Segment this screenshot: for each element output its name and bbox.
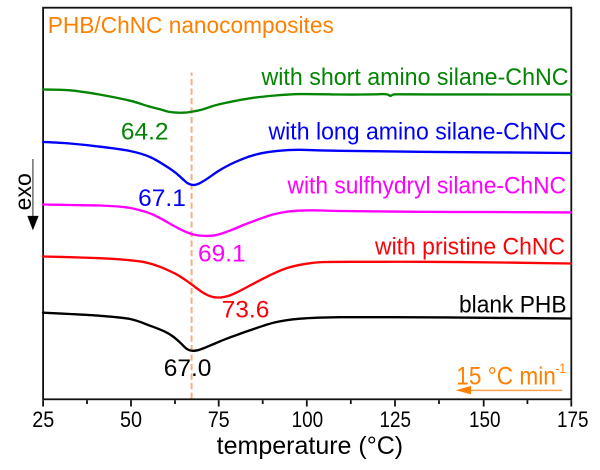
svg-text:64.2: 64.2 <box>121 118 169 145</box>
svg-text:with long amino silane-ChNC: with long amino silane-ChNC <box>268 118 566 145</box>
svg-text:67.1: 67.1 <box>138 185 186 212</box>
svg-text:69.1: 69.1 <box>198 240 246 267</box>
svg-text:73.6: 73.6 <box>222 296 270 323</box>
svg-text:75: 75 <box>208 407 230 432</box>
svg-text:175: 175 <box>557 407 589 432</box>
svg-text:temperature (°C): temperature (°C) <box>217 432 403 460</box>
svg-text:with short amino silane-ChNC: with short amino silane-ChNC <box>261 64 569 91</box>
svg-text:-1: -1 <box>556 360 567 376</box>
svg-text:blank PHB: blank PHB <box>459 292 567 319</box>
svg-text:25: 25 <box>32 407 54 432</box>
svg-text:PHB/ChNC nanocomposites: PHB/ChNC nanocomposites <box>48 12 334 38</box>
svg-text:exo: exo <box>10 173 36 210</box>
svg-text:15 °C min: 15 °C min <box>456 363 556 391</box>
svg-text:50: 50 <box>120 407 142 432</box>
svg-text:67.0: 67.0 <box>164 355 212 382</box>
svg-text:100: 100 <box>292 407 324 432</box>
svg-text:with pristine ChNC: with pristine ChNC <box>374 234 565 261</box>
svg-text:with sulfhydryl silane-ChNC: with sulfhydryl silane-ChNC <box>287 172 566 199</box>
svg-text:150: 150 <box>469 407 501 432</box>
svg-text:125: 125 <box>380 407 412 432</box>
